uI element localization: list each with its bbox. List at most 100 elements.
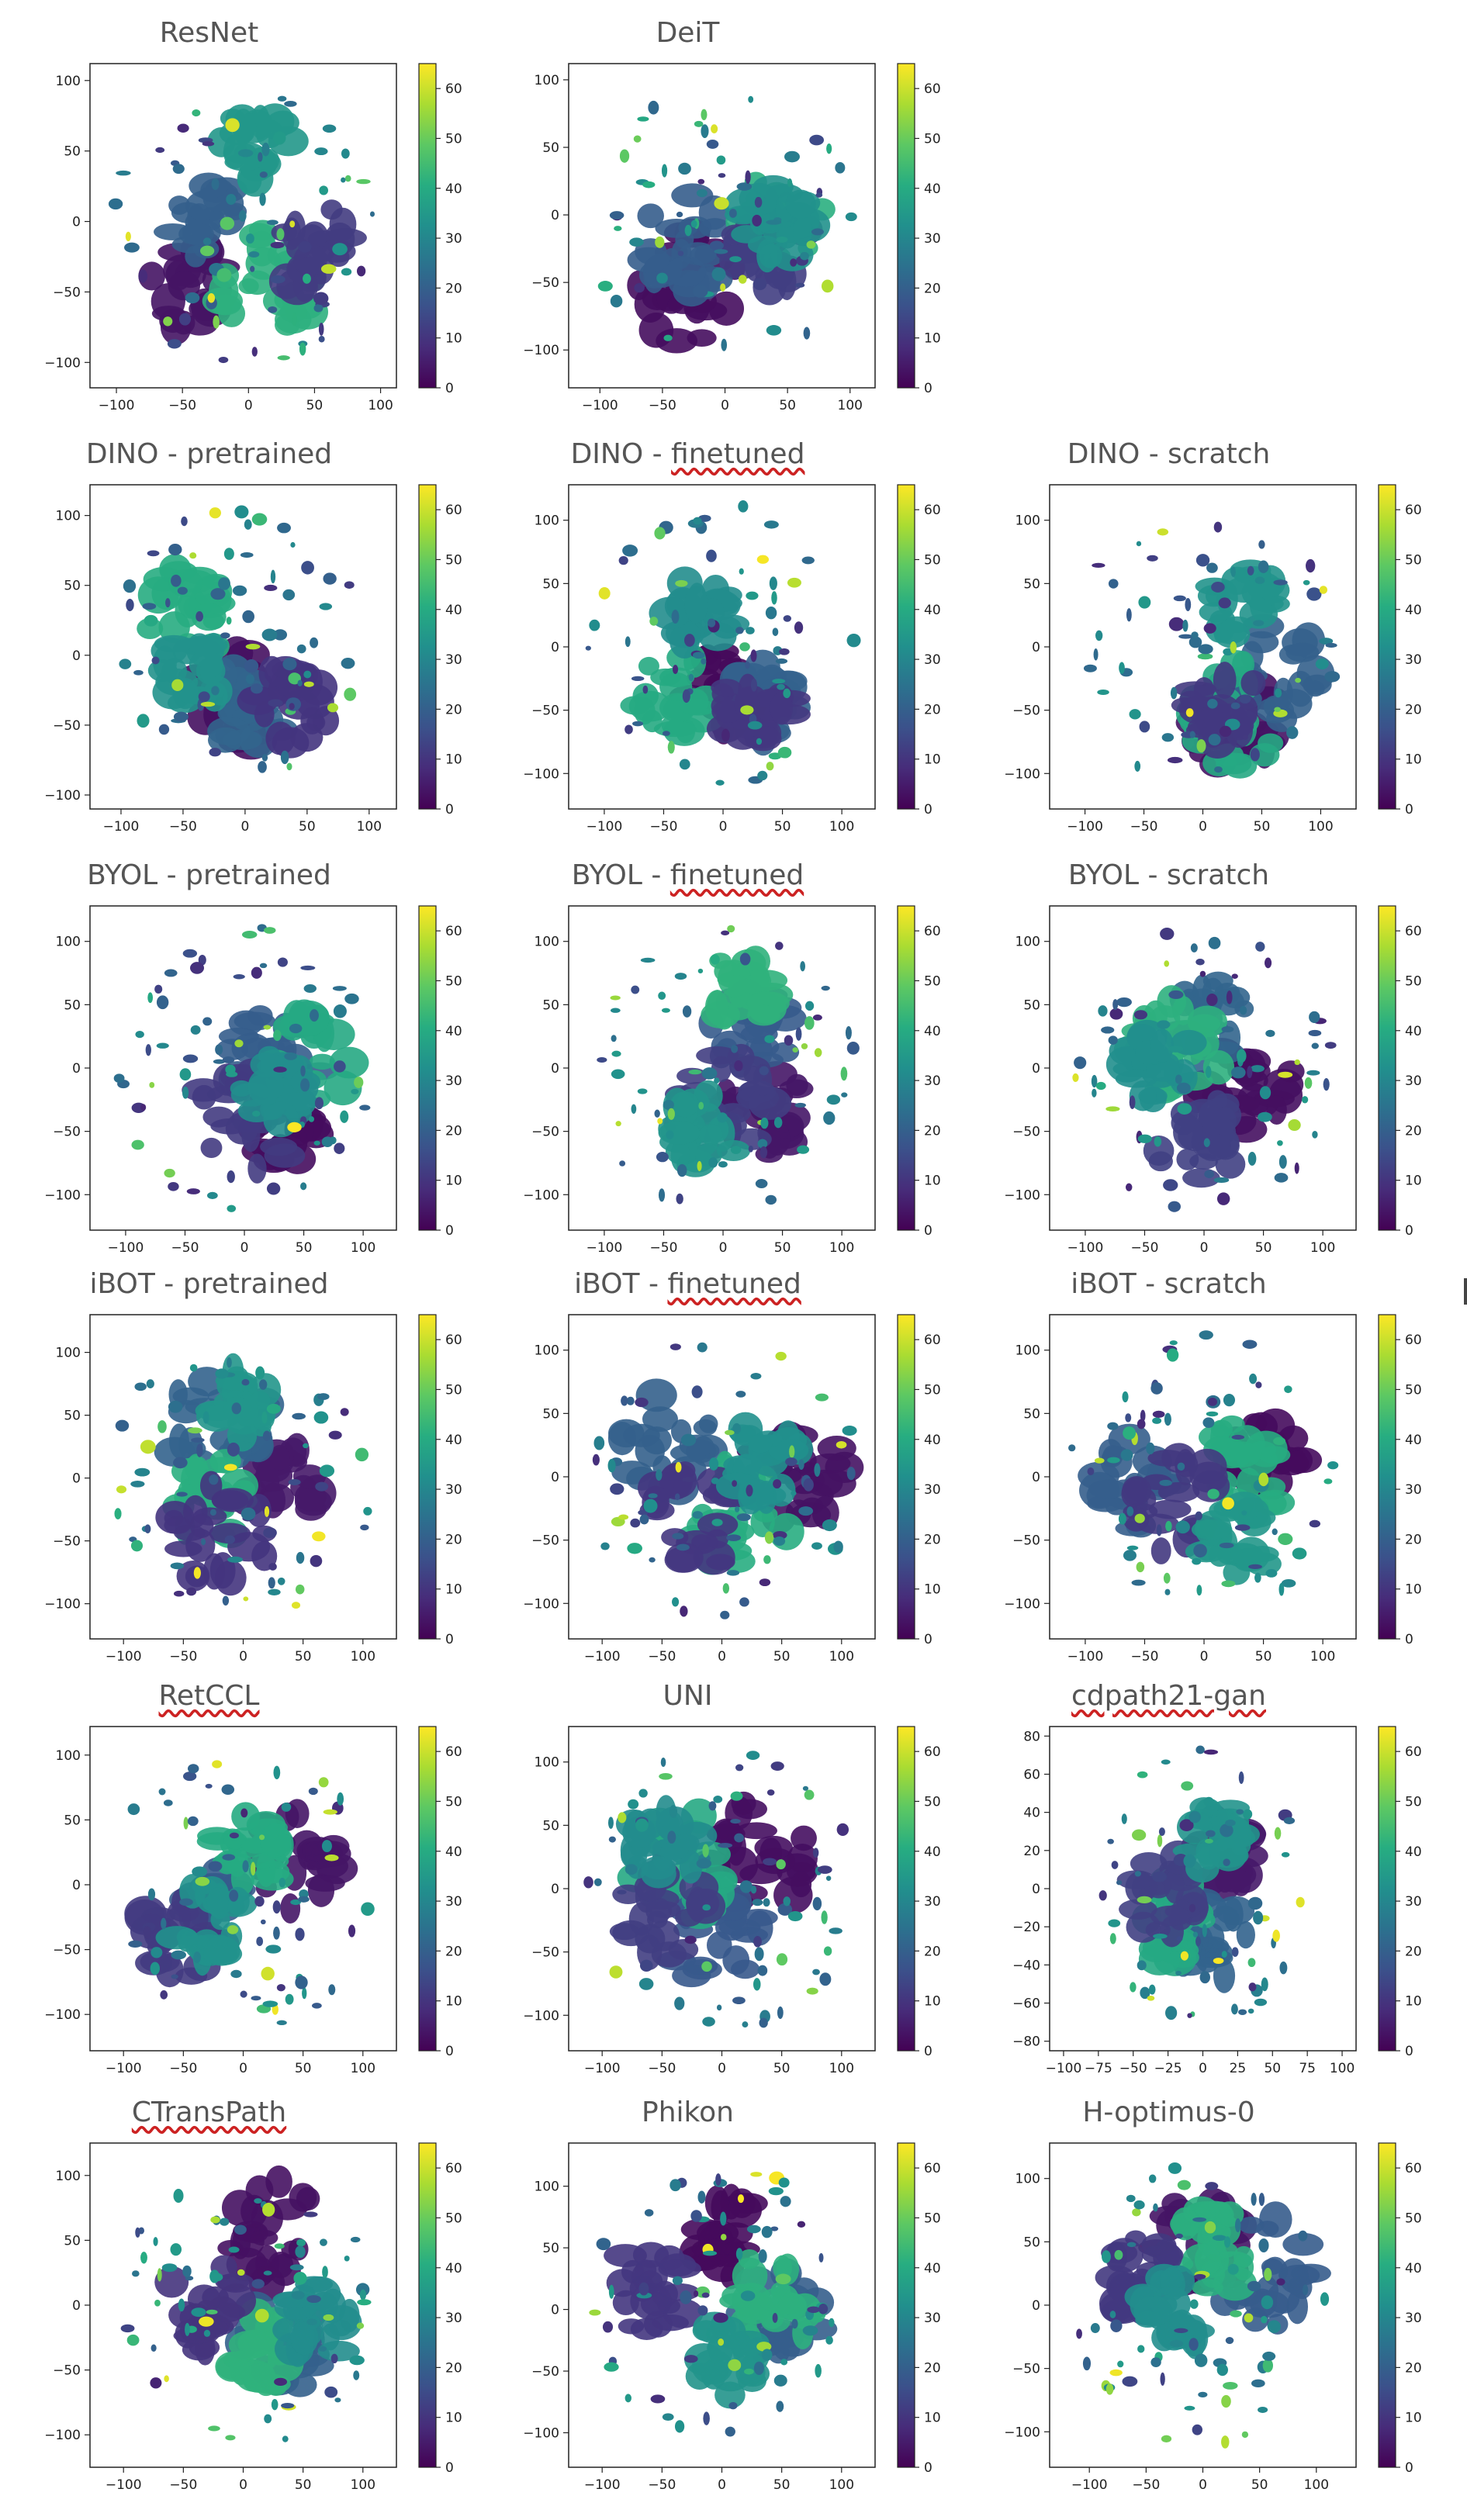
cluster-dot [1111,1861,1119,1869]
cluster-dot [825,2335,833,2345]
cluster-dot [1190,943,1198,952]
cluster-dot [252,1111,261,1117]
cluster-dot [171,679,184,692]
cluster-blob [604,2244,647,2268]
x-tick-label: 50 [299,819,316,835]
cluster-dot [727,925,735,933]
cluster-dot [1243,1809,1253,1820]
cluster-dot [649,1557,656,1563]
x-tick-label: −100 [106,1649,142,1664]
cluster-dot [735,1506,740,1512]
cluster-dot [348,1924,356,1938]
cluster-dot [1238,1771,1244,1784]
cluster-dot [168,1400,183,1413]
cluster-dot [272,1900,281,1914]
cluster-dot [357,2299,372,2306]
x-tick-label: −100 [584,1649,621,1664]
cluster-dot [313,292,329,306]
cluster-dot [1152,1417,1162,1424]
x-tick-label: −50 [169,2477,197,2493]
cluster-dot [1192,1931,1199,1938]
cluster-dot [1199,1330,1213,1340]
cluster-dot [676,211,683,218]
cluster-blob [312,706,340,736]
colorbar-tick-label: 20 [445,2360,462,2376]
cluster-dot [223,548,234,560]
cluster-dot [836,1440,847,1449]
embedding-cloud [597,95,857,354]
cluster-blob [185,1528,216,1562]
colorbar-tick-label: 20 [1405,1944,1422,1959]
cluster-dot [1126,2194,1136,2203]
colorbar-tick-label: 10 [924,752,941,768]
cluster-dot [192,1866,208,1877]
colorbar-tick-label: 50 [1405,552,1422,568]
colorbar-tick-label: 30 [1405,1894,1422,1910]
colorbar-tick-label: 0 [1405,2460,1413,2476]
cluster-dot [319,603,333,610]
cluster-blob [1202,1050,1235,1085]
cluster-dot [725,2426,735,2437]
cluster-dot [1183,1854,1196,1868]
cluster-dot [262,1430,271,1442]
cluster-dot [1306,1070,1320,1076]
cluster-dot [789,1445,795,1458]
cluster-dot [1239,1005,1247,1015]
cluster-blob [687,329,717,347]
cluster-dot [198,691,210,703]
cluster-blob [280,1893,301,1924]
colorbar-tick-label: 50 [445,1382,462,1398]
cluster-dot [1132,2208,1141,2217]
cluster-dot [151,2344,157,2352]
cluster-dot [1187,2013,1192,2018]
colorbar-tick-label: 0 [1405,1632,1413,1647]
cluster-dot [1147,1995,1155,2001]
cluster-dot [1140,1986,1150,2000]
y-tick-label: −50 [531,1125,559,1140]
cluster-dot [1116,1879,1123,1886]
cluster-blob [292,1464,327,1488]
cluster-dot [755,1179,768,1189]
colorbar-tick-label: 10 [924,331,941,347]
x-tick-label: −50 [169,1649,197,1664]
cluster-blob [138,261,165,291]
cluster-blob [1255,2221,1279,2237]
y-tick-label: 100 [56,509,81,524]
colorbar-tick-label: 60 [445,924,462,939]
x-tick-label: 50 [296,1240,313,1256]
x-tick-label: −50 [1130,819,1158,835]
cluster-dot [619,1160,626,1167]
cluster-dot [1247,1896,1263,1910]
cluster-dot [784,150,800,163]
cluster-dot [627,1543,642,1554]
colorbar-tick-label: 60 [445,1744,462,1760]
cluster-dot [251,966,262,979]
cluster-dot [328,1430,342,1440]
cluster-dot [1194,2273,1206,2280]
cluster-dot [360,1524,369,1531]
cluster-dot [1274,1173,1289,1183]
cluster-dot [1191,631,1199,639]
cluster-dot [846,1467,856,1481]
cluster-dot [273,1926,280,1940]
colorbar-tick-label: 20 [924,1944,941,1959]
cluster-dot [280,750,289,765]
cluster-dot [1301,1096,1309,1104]
cluster-dot [1308,1029,1322,1037]
cluster-dot [225,1064,236,1075]
colorbar-tick-label: 30 [1405,652,1422,668]
colorbar-tick-label: 50 [445,131,462,147]
cluster-dot [1095,630,1103,641]
cluster-dot [1164,1588,1171,1595]
y-tick-label: 100 [535,513,559,529]
cluster-dot [187,1427,202,1434]
cluster-dot [1278,1155,1287,1169]
y-tick-label: −50 [53,1943,81,1958]
cluster-blob [635,1924,666,1954]
x-tick-label: −100 [108,1240,144,1256]
cluster-dot [691,1385,703,1398]
embedding-cloud [1083,521,1341,779]
cluster-dot [765,606,777,620]
y-tick-label: 0 [72,1878,81,1893]
